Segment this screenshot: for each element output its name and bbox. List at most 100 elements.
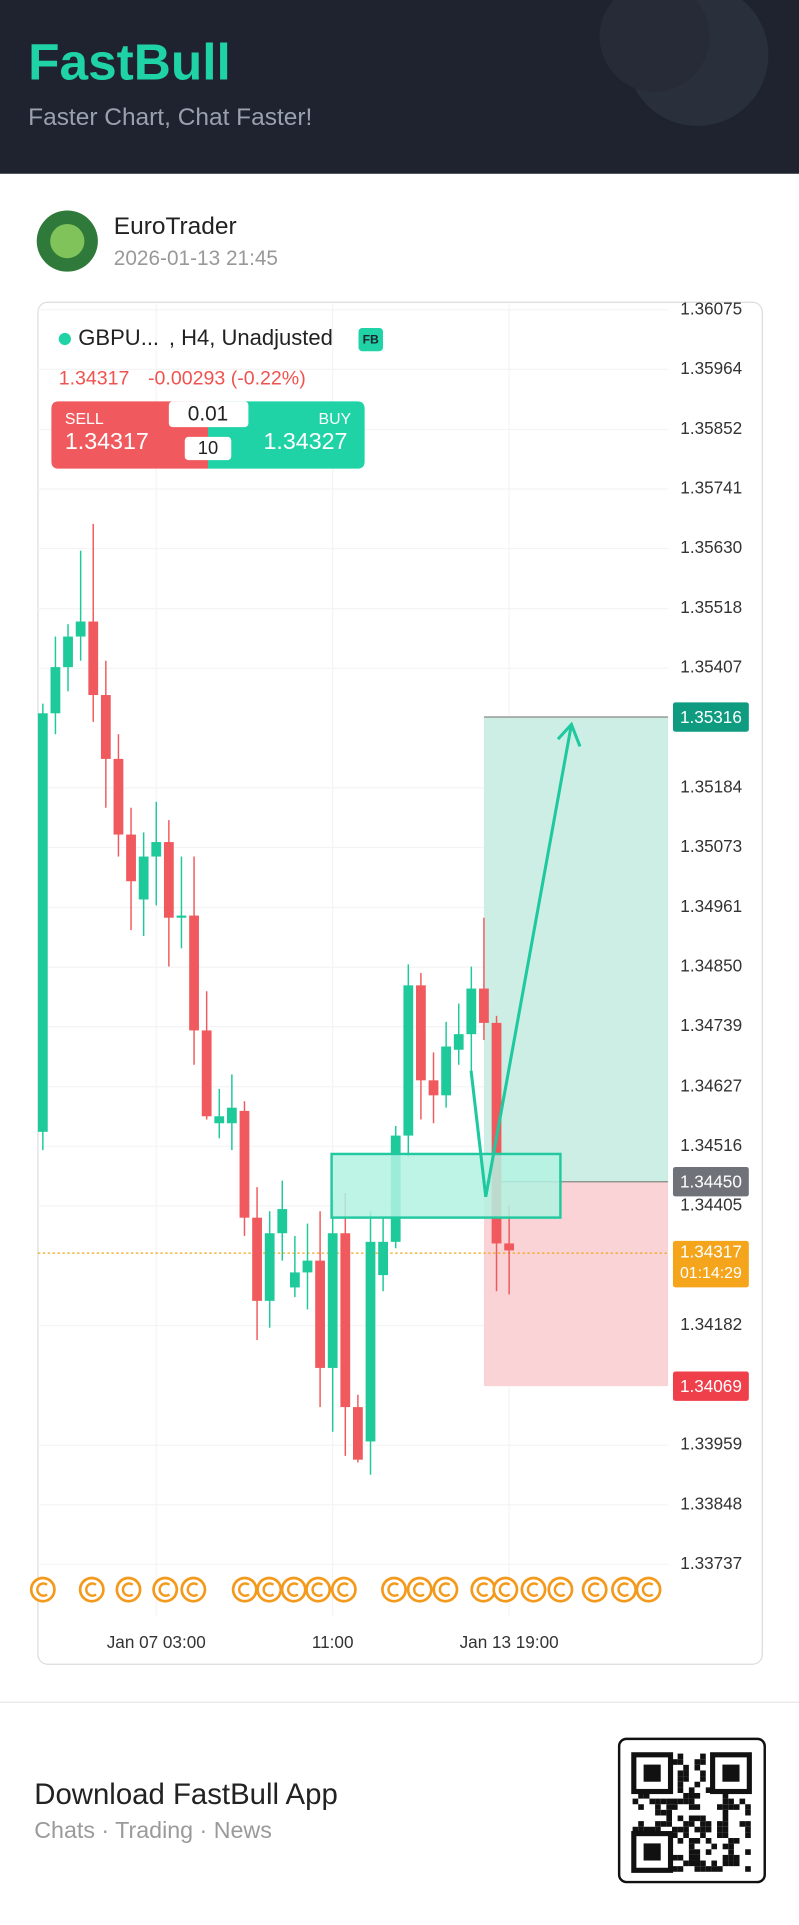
y-tick-label: 1.35852 — [680, 418, 742, 438]
qr-cell — [632, 1798, 639, 1805]
qr-cell — [688, 1804, 695, 1810]
qr-cell — [705, 1849, 712, 1855]
qr-cell — [677, 1854, 684, 1861]
qr-cell — [671, 1854, 678, 1861]
qr-cell — [688, 1843, 695, 1850]
qr-cell — [745, 1821, 751, 1827]
candle-body — [189, 915, 199, 1031]
price-label-box — [672, 702, 749, 732]
qr-cell — [694, 1759, 701, 1765]
event-icon — [611, 1576, 637, 1603]
qr-cell — [700, 1753, 706, 1760]
qr-cell — [688, 1854, 695, 1861]
event-icon-mark — [186, 1582, 199, 1597]
qr-cell — [728, 1798, 734, 1805]
event-icon-mark — [36, 1582, 48, 1597]
event-icon — [180, 1576, 207, 1603]
y-tick-label: 1.34516 — [680, 1135, 742, 1155]
brand-title: FastBull — [28, 33, 231, 91]
candle-body — [214, 1116, 225, 1124]
qr-cell — [666, 1798, 672, 1805]
lot-box[interactable] — [168, 401, 249, 428]
price-label: 1.35316 — [680, 707, 742, 727]
qr-code[interactable] — [617, 1737, 766, 1884]
qr-cell — [700, 1821, 706, 1827]
qr-cell — [722, 1815, 729, 1822]
candle-body — [453, 1034, 464, 1050]
qr-cell — [677, 1787, 684, 1793]
qr-cell — [688, 1821, 695, 1827]
event-icon-mark — [553, 1582, 566, 1597]
avatar-globe — [50, 223, 85, 259]
qr-cell — [683, 1798, 689, 1805]
event-icon-mark — [412, 1582, 425, 1597]
qr-cell — [694, 1849, 701, 1855]
qr-cell — [745, 1804, 751, 1810]
price-label-box — [672, 1371, 749, 1401]
qr-cell — [728, 1860, 734, 1867]
y-tick-label: 1.34739 — [680, 1015, 742, 1035]
y-tick-label: 1.36075 — [680, 298, 742, 318]
y-tick-label: 1.34627 — [680, 1075, 742, 1095]
x-tick-label: 11:00 — [312, 1632, 354, 1652]
qr-cell — [683, 1776, 689, 1782]
legend-settings: , H4, Unadjusted — [169, 325, 333, 350]
qr-finder — [710, 1752, 752, 1795]
qr-finder-core — [722, 1764, 740, 1782]
event-icon — [29, 1576, 56, 1603]
event-icon-mark — [262, 1582, 275, 1597]
qr-cell — [717, 1821, 723, 1827]
qr-cell — [677, 1753, 684, 1760]
qr-cell — [688, 1860, 695, 1867]
qr-cell — [745, 1826, 751, 1833]
qr-cell — [677, 1759, 684, 1765]
header-decor — [599, 0, 710, 92]
footer-title: Download FastBull App — [34, 1778, 338, 1811]
candle-body — [403, 985, 414, 1136]
event-icon-mark — [286, 1582, 299, 1597]
candle-body — [176, 915, 187, 918]
qr-finder-core — [643, 1764, 661, 1782]
qr-cell — [655, 1798, 661, 1805]
event-icon — [152, 1576, 179, 1603]
candle-body — [37, 713, 48, 1132]
qr-cell — [705, 1826, 712, 1833]
price-label: 1.34450 — [680, 1171, 742, 1191]
candle-body — [151, 842, 162, 857]
candle-body — [315, 1260, 325, 1368]
qr-cell — [717, 1804, 723, 1810]
qr-cell — [683, 1764, 689, 1771]
event-icon-mark — [498, 1582, 511, 1597]
qr-cell — [671, 1759, 678, 1765]
qr-cell — [694, 1854, 701, 1861]
qr-cell — [655, 1826, 661, 1833]
qr-cell — [705, 1787, 712, 1793]
qr-cell — [711, 1866, 718, 1872]
y-tick-label: 1.35073 — [680, 836, 742, 856]
candle-body — [428, 1080, 439, 1096]
candle-body — [88, 621, 99, 696]
qr-cell — [700, 1776, 706, 1782]
qr-cell — [688, 1787, 695, 1793]
qr-cell — [677, 1815, 684, 1822]
plot: 1.36075 1.35964 1.35852 1.35741 1.35630 1.355… — [37, 298, 749, 1652]
y-tick-label: 1.33737 — [680, 1553, 742, 1573]
qty-box[interactable] — [184, 436, 232, 461]
event-icon-mark — [85, 1582, 97, 1597]
event-icon — [78, 1576, 105, 1603]
qr-cell — [733, 1860, 740, 1867]
qr-cell — [666, 1804, 672, 1810]
qr-finder-core — [643, 1843, 661, 1861]
qr-cell — [722, 1809, 729, 1816]
qr-cell — [700, 1770, 706, 1777]
author-name[interactable]: EuroTrader — [114, 213, 237, 240]
y-tick-label: 1.34405 — [680, 1194, 742, 1214]
qr-cell — [677, 1798, 684, 1805]
qr-cell — [655, 1809, 661, 1816]
qr-cell — [688, 1815, 695, 1822]
qr-cell — [745, 1849, 751, 1855]
price-label: 1.34317 — [680, 1242, 742, 1262]
qr-cell — [638, 1826, 644, 1833]
qr-cell — [722, 1860, 729, 1867]
